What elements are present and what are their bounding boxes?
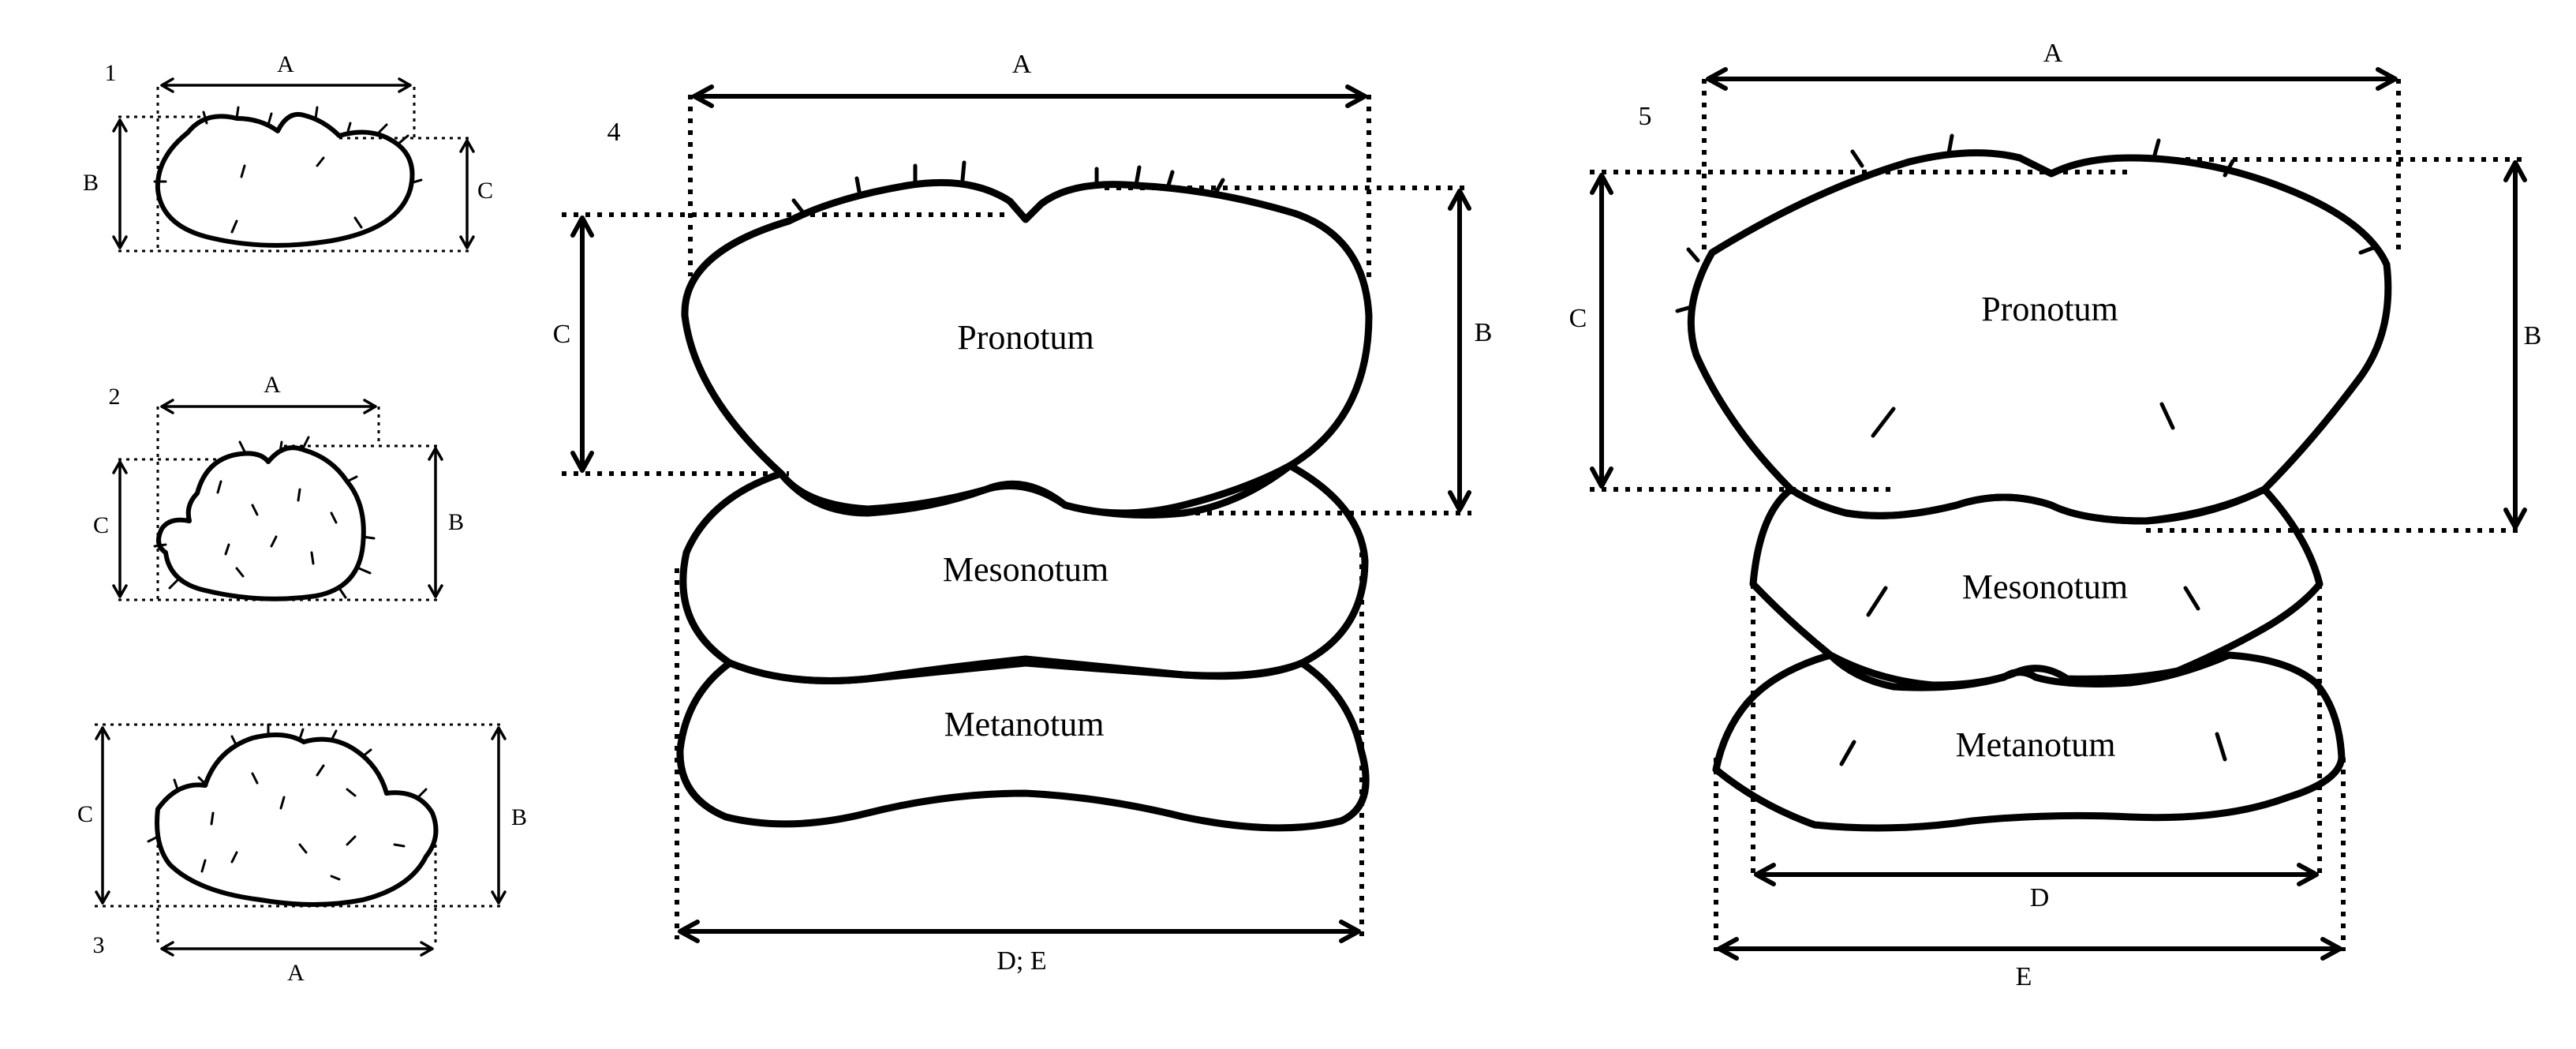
figure-4-arrow-de	[678, 920, 1361, 943]
figure-4-mesonotum-label: Mesonotum	[943, 550, 1109, 589]
figure-2-number: 2	[109, 384, 121, 410]
figure-4-label-b: B	[1475, 318, 1493, 347]
figure-5-arrow-b	[2503, 160, 2527, 530]
figure-5-arrow-d	[1754, 863, 2319, 886]
figure-2-arrow-a	[160, 399, 377, 414]
figure-5-pronotum-outline	[1687, 149, 2392, 525]
figure-1-label-b: B	[83, 170, 99, 196]
figure-3: C B 3 A	[77, 723, 527, 986]
figure-3-label-b: B	[511, 804, 527, 830]
figure-4-number: 4	[608, 118, 621, 147]
figure-5-arrow-a	[1706, 67, 2398, 91]
figure-5-label-c: C	[1569, 304, 1587, 333]
figure-4-label-a: A	[1012, 50, 1032, 79]
figure-3-arrow-c	[95, 726, 110, 905]
figure-5-arrow-e	[1717, 937, 2342, 961]
figure-5-label-e: E	[2016, 962, 2032, 991]
figure-5-label-d: D	[2030, 883, 2050, 912]
figure-3-pronotum-outline	[155, 732, 439, 907]
figure-3-number: 3	[93, 932, 105, 958]
figure-2-pronotum-outline	[156, 445, 366, 601]
figure-1-arrow-a	[160, 77, 412, 93]
figure-4-pronotum-outline	[681, 178, 1373, 519]
figure-1: 1 A B C	[83, 51, 493, 253]
figure-4-arrow-b	[1448, 189, 1471, 512]
figure-5-arrow-c	[1590, 173, 1613, 489]
figure-5-mesonotum-label: Mesonotum	[1962, 568, 2128, 606]
figure-2-arrow-c	[112, 460, 128, 598]
figure-4-label-c: C	[553, 320, 571, 349]
figure-4-pronotum-label: Pronotum	[957, 318, 1094, 357]
figure-4-metanotum-label: Metanotum	[944, 705, 1105, 744]
figure-5-number: 5	[1639, 102, 1652, 131]
figure-1-number: 1	[105, 60, 117, 86]
figure-4-arrow-c	[570, 215, 594, 473]
figure-5: 5 A C B D E Pronotum Mesonotum Metanot	[1569, 39, 2542, 991]
figure-3-label-a: A	[287, 960, 305, 986]
figure-4: 4 A B C D; E Pronotum Mesonotum Metanotu…	[553, 50, 1493, 976]
figure-2-label-a: A	[264, 372, 281, 398]
figure-4-label-de: D; E	[996, 946, 1046, 976]
figure-3-label-c: C	[77, 801, 93, 827]
figure-4-arrow-a	[692, 84, 1367, 108]
figure-1-arrow-b	[112, 118, 128, 249]
figure-1-label-c: C	[477, 178, 493, 204]
figure-2-arrow-b	[428, 447, 443, 598]
figure-2: 2 A C B	[93, 372, 464, 601]
figure-3-arrow-b	[491, 726, 507, 905]
figure-1-label-a: A	[277, 51, 294, 77]
figure-5-label-a: A	[2043, 39, 2063, 68]
figure-1-pronotum-outline	[155, 112, 415, 248]
figure-2-label-c: C	[93, 512, 109, 538]
figure-1-arrow-c	[459, 139, 475, 249]
figure-4-metanotum-outline	[676, 655, 1370, 832]
figure-3-arrow-a	[160, 941, 434, 957]
figure-5-label-b: B	[2524, 321, 2542, 350]
figure-5-metanotum-label: Metanotum	[1956, 725, 2116, 764]
figure-2-label-b: B	[448, 509, 464, 535]
figure-5-pronotum-label: Pronotum	[1981, 290, 2118, 328]
